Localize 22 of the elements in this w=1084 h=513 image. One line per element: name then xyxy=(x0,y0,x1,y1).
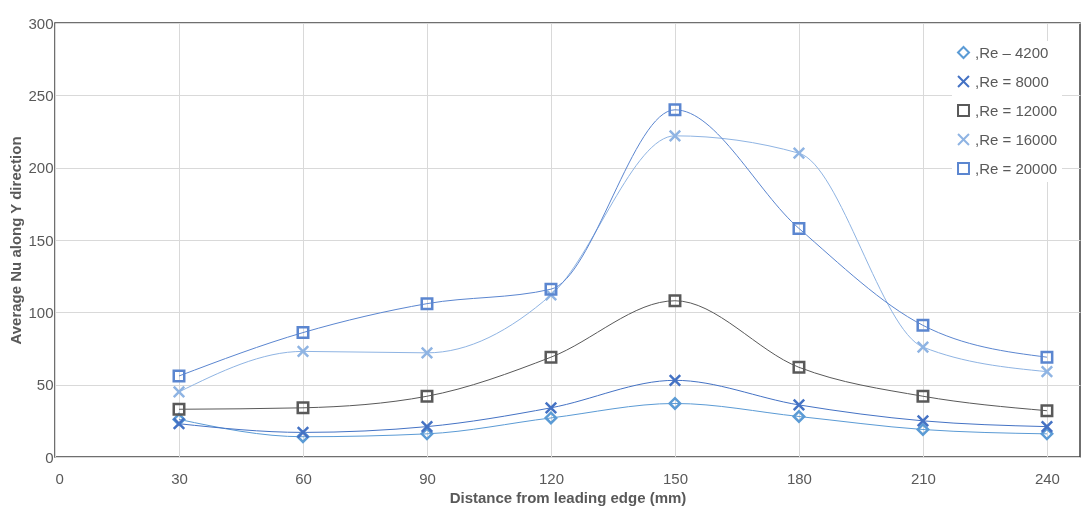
legend-label: ,Re = 8000 xyxy=(975,72,1049,90)
y-tick-label: 0 xyxy=(45,448,54,466)
y-tick-label: 100 xyxy=(28,303,54,321)
legend-label: ,Re = 16000 xyxy=(975,130,1058,148)
x-tick-label: 150 xyxy=(662,469,688,487)
y-tick-label: 300 xyxy=(28,14,54,32)
x-tick-label: 60 xyxy=(295,469,312,487)
x-tick-label: 30 xyxy=(171,469,188,487)
legend-label: ,Re = 20000 xyxy=(975,159,1058,177)
x-tick-label: 240 xyxy=(1034,469,1060,487)
x-tick-label: 90 xyxy=(419,469,436,487)
x-tick-label: 180 xyxy=(786,469,812,487)
x-tick-label: 210 xyxy=(910,469,936,487)
y-tick-label: 200 xyxy=(28,159,54,177)
x-tick-label: 120 xyxy=(538,469,564,487)
legend-label: ,Re = 12000 xyxy=(975,101,1058,119)
y-tick-label: 150 xyxy=(28,231,54,249)
y-tick-label: 250 xyxy=(28,86,54,104)
x-axis-title: Distance from leading edge (mm) xyxy=(449,488,687,506)
legend-label: ,Re – 4200 xyxy=(975,43,1049,61)
y-tick-label: 50 xyxy=(36,376,54,394)
y-axis-title: Average Nu along Y direction xyxy=(7,136,25,345)
